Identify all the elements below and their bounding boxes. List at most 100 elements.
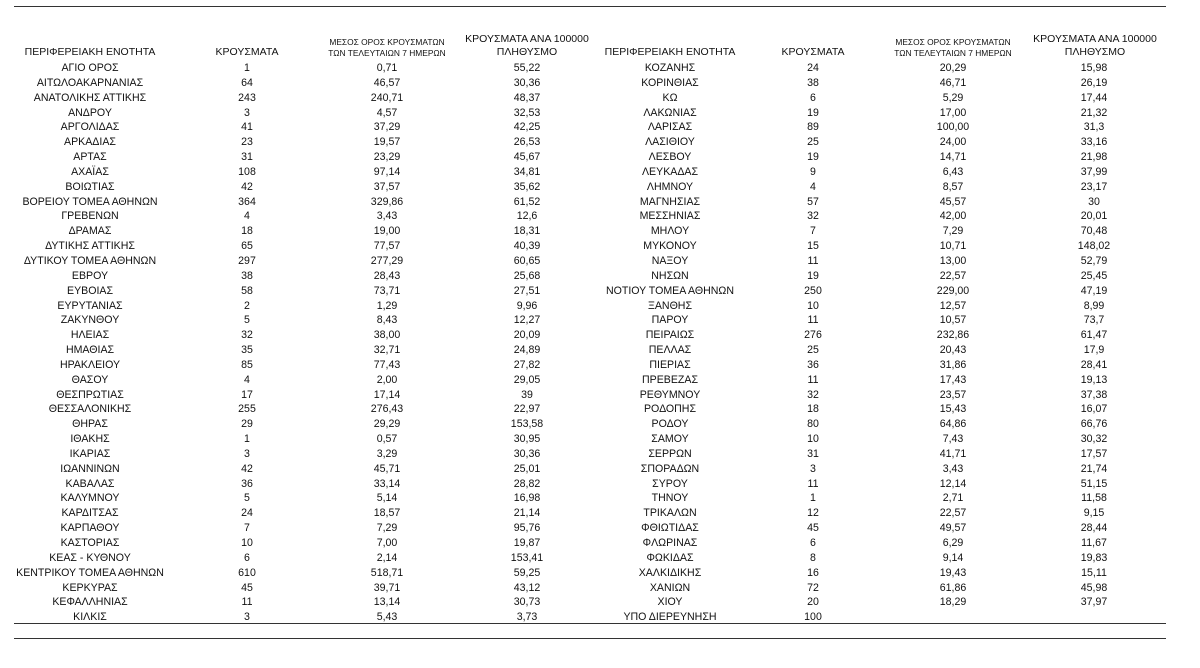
cell-region-right: ΛΕΣΒΟΥ (648, 151, 692, 164)
cell-per100k-right: 15,98 (1080, 62, 1108, 74)
table-row: ΚΕΝΤΡΙΚΟΥ ΤΟΜΕΑ ΑΘΗΝΩΝ 610 518,71 59,25 ΧΑΛΚ… (0, 566, 1200, 581)
header-avg-left-line2: ΤΩΝ ΤΕΛΕΥΤΑΙΩΝ 7 ΗΜΕΡΩΝ (328, 48, 446, 58)
table-row: ΑΝΔΡΟΥ 3 4,57 32,53 ΛΑΚΩΝΙΑΣ 19 17,00 21,32 (0, 106, 1200, 121)
table-row: ΘΗΡΑΣ 29 29,29 153,58 ΡΟΔΟΥ 80 64,86 66,76 (0, 417, 1200, 432)
cell-region-left: ΑΡΚΑΔΙΑΣ (64, 136, 116, 149)
cell-region-right: ΠΑΡΟΥ (651, 314, 689, 327)
cell-per100k-right: 37,99 (1080, 165, 1108, 178)
cell-region-right: ΝΑΞΟΥ (651, 254, 689, 267)
cell-avg7-right: 61,86 (939, 581, 967, 594)
cell-cases-right: 250 (804, 284, 822, 297)
cell-cases-left: 255 (238, 403, 256, 416)
cell-region-left: ΕΥΒΟΙΑΣ (67, 284, 113, 297)
cell-per100k-left: 28,82 (513, 477, 541, 490)
table-row: ΔΡΑΜΑΣ 18 19,00 18,31 ΜΗΛΟΥ 7 7,29 70,48 (0, 224, 1200, 239)
cell-per100k-left: 24,89 (513, 344, 541, 357)
cell-avg7-left: 0,57 (376, 433, 398, 446)
cell-region-left: ΚΑΛΥΜΝΟΥ (60, 492, 120, 505)
cell-cases-left: 3 (244, 106, 250, 119)
cell-avg7-left: 77,57 (373, 240, 401, 253)
cell-cases-left: 58 (241, 284, 253, 297)
cell-cases-right: 7 (810, 225, 816, 238)
cell-region-right: ΜΕΣΣΗΝΙΑΣ (639, 210, 701, 223)
cell-per100k-left: 16,98 (513, 492, 541, 505)
cell-avg7-left: 38,00 (373, 329, 401, 342)
cell-cases-right: 32 (807, 210, 819, 223)
cell-region-right: ΤΡΙΚΑΛΩΝ (643, 507, 697, 520)
table-row: ΕΒΡΟΥ 38 28,43 25,68 ΝΗΣΩΝ 19 22,57 25,45 (0, 269, 1200, 284)
cell-per100k-right: 25,45 (1080, 269, 1108, 282)
cell-per100k-right: 61,47 (1080, 329, 1108, 342)
cell-avg7-right: 23,57 (939, 388, 967, 401)
header-per100k-right-line2: ΠΛΗΘΥΣΜΟ (1064, 46, 1126, 58)
cell-region-left: ΒΟΙΩΤΙΑΣ (65, 180, 115, 193)
cell-cases-right: 19 (807, 106, 819, 119)
cell-region-right: ΦΩΚΙΔΑΣ (646, 551, 694, 564)
cell-cases-left: 24 (241, 507, 253, 520)
cell-avg7-right: 42,00 (939, 210, 967, 223)
cell-cases-left: 11 (241, 596, 253, 609)
cell-per100k-left: 9,96 (516, 299, 538, 312)
cell-avg7-left: 7,00 (376, 537, 398, 549)
cell-cases-right: 18 (807, 403, 819, 416)
cell-avg7-right: 229,00 (936, 284, 970, 297)
cell-region-right: ΧΙΟΥ (657, 596, 683, 609)
cell-avg7-right: 100,00 (936, 121, 970, 134)
cell-cases-left: 364 (238, 195, 256, 208)
cell-cases-left: 31 (241, 151, 253, 164)
cell-per100k-left: 34,81 (513, 165, 541, 178)
cell-avg7-left: 28,43 (373, 269, 401, 282)
cell-avg7-left: 2,14 (376, 551, 398, 564)
cell-cases-left: 4 (244, 210, 250, 223)
cell-region-right: ΣΑΜΟΥ (651, 433, 689, 446)
cell-region-left: ΚΑΡΠΑΘΟΥ (60, 522, 120, 535)
cell-avg7-right: 232,86 (936, 329, 970, 342)
cell-avg7-left: 5,14 (376, 492, 398, 505)
cell-per100k-left: 42,25 (513, 121, 541, 134)
cell-region-right: ΚΟΖΑΝΗΣ (644, 62, 696, 74)
cell-cases-right: 25 (807, 344, 819, 357)
cell-cases-right: 12 (807, 507, 819, 520)
cell-per100k-left: 12,6 (516, 210, 538, 223)
cell-cases-left: 38 (241, 269, 253, 282)
cell-region-right: ΛΑΣΙΘΙΟΥ (645, 136, 695, 149)
table-row: ΗΛΕΙΑΣ 32 38,00 20,09 ΠΕΙΡΑΙΩΣ 276 232,86 61,47 (0, 328, 1200, 343)
cell-region-right: ΜΑΓΝΗΣΙΑΣ (639, 195, 701, 208)
cell-avg7-left: 77,43 (373, 358, 401, 371)
cell-avg7-right: 22,57 (939, 269, 967, 282)
cell-per100k-right: 23,17 (1080, 180, 1108, 193)
cell-avg7-left: 13,14 (373, 596, 401, 609)
cell-region-right: ΛΑΡΙΣΑΣ (647, 121, 693, 134)
cell-per100k-right: 21,98 (1080, 151, 1108, 164)
cell-avg7-right: 18,29 (939, 596, 967, 609)
cell-avg7-left: 19,57 (373, 136, 401, 149)
cell-per100k-left: 153,58 (510, 418, 544, 431)
table-row: ΖΑΚΥΝΘΟΥ 5 8,43 12,27 ΠΑΡΟΥ 11 10,57 73,7 (0, 313, 1200, 328)
cell-cases-right: 6 (810, 537, 816, 549)
cell-per100k-left: 95,76 (513, 522, 541, 535)
cell-region-left: ΔΥΤΙΚΗΣ ΑΤΤΙΚΗΣ (45, 240, 135, 253)
cell-region-left: ΑΧΑΪΑΣ (71, 165, 109, 178)
cell-per100k-right: 47,19 (1080, 284, 1108, 297)
cell-cases-left: 7 (244, 522, 250, 535)
cell-per100k-right: 17,44 (1080, 91, 1108, 104)
cell-per100k-left: 22,97 (513, 403, 541, 416)
cell-per100k-left: 20,09 (513, 329, 541, 342)
cell-per100k-left: 45,67 (513, 151, 541, 164)
cell-avg7-left: 0,71 (376, 62, 398, 74)
cell-avg7-right: 49,57 (939, 522, 967, 535)
table-row: ΚΕΡΚΥΡΑΣ 45 39,71 43,12 ΧΑΝΙΩΝ 72 61,86 45,98 (0, 581, 1200, 596)
header-region-right: ΠΕΡΙΦΕΡΕΙΑΚΗ ΕΝΟΤΗΤΑ (604, 46, 736, 58)
cell-region-left: ΚΕΝΤΡΙΚΟΥ ΤΟΜΕΑ ΑΘΗΝΩΝ (16, 566, 164, 579)
cell-avg7-left: 37,29 (373, 121, 401, 134)
cell-per100k-left: 12,27 (513, 314, 541, 327)
cell-per100k-right: 52,79 (1080, 254, 1108, 267)
cell-cases-right: 11 (807, 373, 819, 386)
cell-per100k-right: 16,07 (1080, 403, 1108, 416)
cell-cases-right: 276 (804, 329, 822, 342)
cell-cases-right: 80 (807, 418, 819, 431)
cell-cases-right: 6 (810, 91, 816, 104)
cell-cases-right: 20 (807, 596, 819, 609)
cell-region-left: ΗΡΑΚΛΕΙΟΥ (59, 358, 121, 371)
cell-per100k-left: 27,51 (513, 284, 541, 297)
